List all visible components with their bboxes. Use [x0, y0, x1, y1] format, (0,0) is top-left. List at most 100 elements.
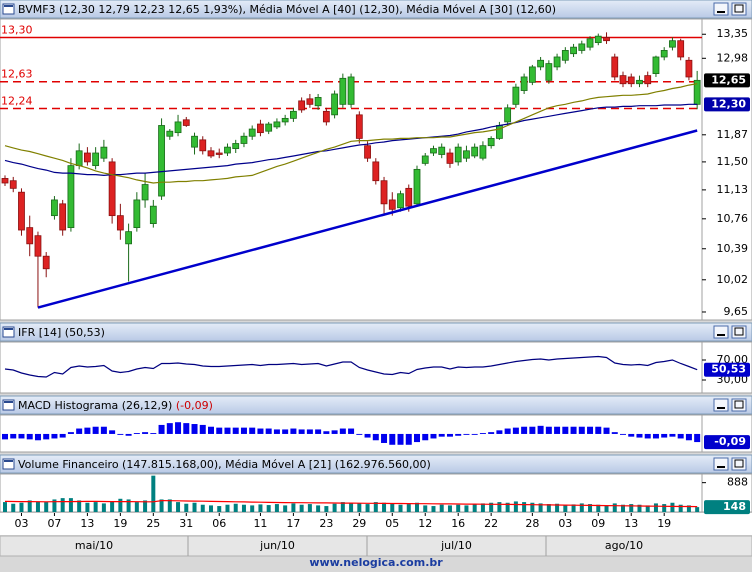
candle-body: [586, 38, 594, 48]
bar: [390, 503, 395, 512]
bar: [505, 502, 510, 512]
minimize-button[interactable]: [713, 325, 729, 339]
bar: [233, 503, 238, 512]
bar: [430, 433, 437, 439]
candle-body: [265, 123, 273, 132]
bar: [677, 433, 684, 439]
price-level-label: 13,30: [1, 23, 33, 36]
y-tick-label: 11,50: [717, 155, 749, 168]
panel-header: [0, 395, 752, 415]
candle-body: [125, 231, 132, 245]
candle-body: [578, 43, 586, 51]
axis-area: [701, 18, 752, 321]
moving-average: [4, 83, 698, 184]
x-tick-label: 16: [451, 517, 465, 530]
bar: [84, 427, 91, 434]
bar: [382, 502, 387, 512]
candle-body: [67, 165, 75, 229]
month-label: jul/10: [440, 539, 472, 552]
minimize-button[interactable]: [713, 457, 729, 471]
x-tick-label: 13: [80, 517, 94, 530]
last-value-label: 12,30: [711, 97, 746, 110]
candle-body: [652, 56, 660, 74]
x-tick-label: 11: [253, 517, 267, 530]
bar: [19, 502, 24, 512]
bar: [291, 503, 296, 512]
minimize-button[interactable]: [713, 398, 729, 412]
bar: [51, 433, 58, 439]
candle-body: [240, 135, 248, 144]
bar: [653, 503, 658, 512]
bar: [587, 426, 594, 434]
bar: [306, 429, 313, 434]
candle-body: [141, 184, 149, 201]
candle-body: [26, 227, 34, 245]
bar: [685, 433, 692, 441]
bar: [134, 502, 139, 512]
bar: [604, 505, 609, 512]
bar: [315, 429, 322, 434]
bar: [151, 475, 156, 512]
bar: [109, 430, 116, 434]
bar: [339, 428, 346, 434]
panel-icon: [2, 326, 15, 338]
candle-body: [133, 199, 141, 229]
x-tick-label: 25: [146, 517, 160, 530]
candle-body: [199, 139, 207, 152]
month-label: jun/10: [259, 539, 295, 552]
bar: [166, 423, 173, 434]
candle-body: [685, 59, 693, 78]
x-tick-label: 29: [352, 517, 366, 530]
bar: [126, 499, 131, 512]
maximize-glyph: [734, 4, 744, 13]
bar: [265, 428, 272, 434]
minimize-button[interactable]: [713, 2, 729, 16]
bar: [76, 428, 83, 434]
bar: [455, 433, 462, 436]
candle-body: [100, 146, 108, 159]
candle-body: [454, 146, 462, 163]
bar: [662, 504, 667, 512]
bar: [224, 427, 231, 434]
bar: [645, 505, 650, 512]
bar: [588, 504, 593, 512]
bar: [357, 503, 362, 512]
price-level-label: 12,24: [1, 95, 33, 108]
candle-body: [421, 155, 429, 164]
bar: [365, 504, 370, 512]
candle-body: [479, 145, 487, 159]
bar: [283, 505, 288, 512]
x-tick-label: 17: [286, 517, 300, 530]
bar: [578, 426, 585, 434]
bar: [447, 505, 452, 512]
indicator-line: [4, 355, 698, 378]
bar: [18, 433, 25, 439]
bar: [397, 433, 404, 445]
bar: [27, 500, 32, 512]
candle-body: [289, 110, 297, 119]
bar: [431, 506, 436, 512]
bar: [571, 504, 576, 512]
bar: [118, 498, 123, 512]
x-tick-label: 22: [484, 517, 498, 530]
last-value-label: 148: [723, 500, 746, 513]
bar: [603, 427, 610, 434]
bar: [612, 503, 617, 512]
candle-body: [18, 191, 25, 231]
candle-body: [611, 56, 619, 78]
candle-body: [603, 37, 610, 42]
candle-body: [331, 93, 339, 116]
bar: [208, 426, 214, 434]
bar: [661, 433, 668, 438]
bar: [68, 498, 73, 512]
candle-body: [405, 187, 413, 207]
last-value-label: 50,53: [711, 363, 746, 376]
bar: [316, 505, 321, 512]
panel-title: BVMF3 (12,30 12,79 12,23 12,65 1,93%), M…: [18, 3, 556, 16]
footer-link[interactable]: www.nelogica.com.br: [309, 556, 443, 569]
bar: [621, 504, 625, 512]
candle-body: [158, 125, 165, 197]
candle-body: [215, 152, 223, 155]
maximize-glyph: [734, 459, 744, 468]
